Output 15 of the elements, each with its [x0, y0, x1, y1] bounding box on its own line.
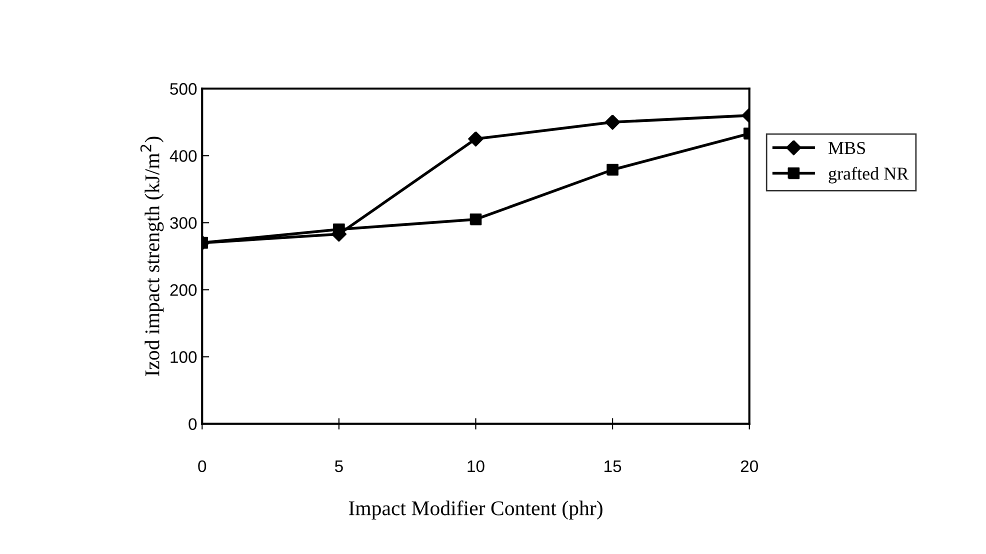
- x-tick-label: 20: [740, 460, 758, 472]
- y-tick-label: 200: [170, 284, 197, 296]
- legend-label: MBS: [828, 142, 866, 154]
- y-axis-title: Izod impact strength (kJ/m$^{2}$): [140, 136, 164, 376]
- x-tick-label: 5: [334, 460, 343, 472]
- y-tick-label: 100: [170, 351, 197, 363]
- x-tick-label: 15: [604, 460, 622, 472]
- legend-label: grafted NR: [828, 166, 909, 184]
- y-tick-label: 400: [170, 150, 197, 162]
- x-tick-label: 0: [198, 460, 206, 472]
- y-tick-label: 0: [188, 418, 197, 430]
- x-axis-title: Impact Modifier Content (phr): [348, 500, 602, 520]
- y-tick-label: 500: [170, 83, 197, 95]
- x-tick-label: 10: [468, 460, 484, 472]
- y-tick-label: 300: [170, 217, 197, 229]
